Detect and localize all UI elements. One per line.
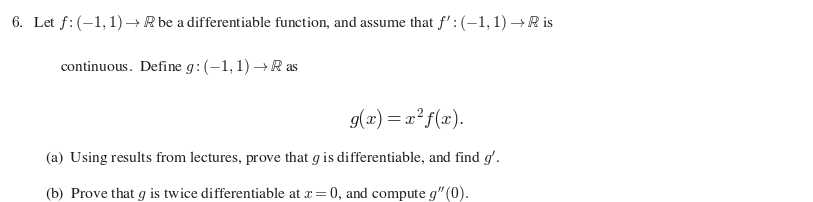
Text: (b)  Prove that $g$ is twice differentiable at $x = 0$, and compute $g^{\prime\p: (b) Prove that $g$ is twice differentiab… bbox=[45, 184, 468, 202]
Text: continuous.  Define $g:(-1,1) \rightarrow \mathbb{R}$ as: continuous. Define $g:(-1,1) \rightarrow… bbox=[60, 57, 299, 77]
Text: $\mathbf{6.}$  Let $f:(-1,1) \rightarrow \mathbb{R}$ be a differentiable functio: $\mathbf{6.}$ Let $f:(-1,1) \rightarrow … bbox=[11, 14, 554, 34]
Text: $g(x) = x^{2}f(x).$: $g(x) = x^{2}f(x).$ bbox=[349, 106, 464, 131]
Text: (a)  Using results from lectures, prove that $g$ is differentiable, and find $g^: (a) Using results from lectures, prove t… bbox=[45, 148, 500, 168]
